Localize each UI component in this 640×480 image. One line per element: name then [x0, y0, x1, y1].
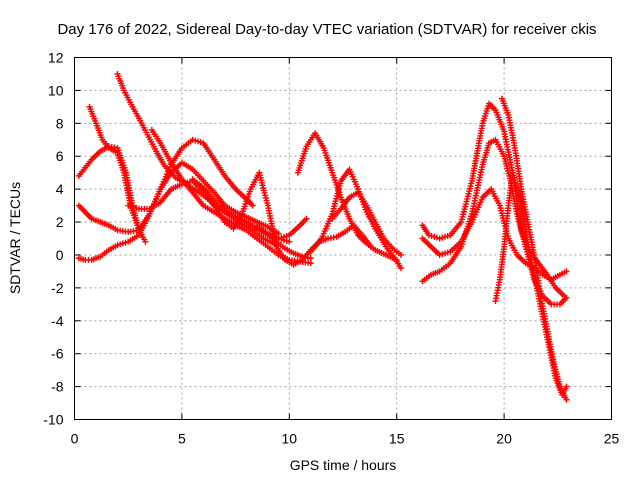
data-point — [249, 202, 256, 209]
data-point — [563, 396, 570, 403]
y-axis-label: SDTVAR / TECUs — [7, 182, 23, 294]
series-track-a — [75, 143, 142, 234]
data-points — [75, 70, 570, 403]
x-tick-label: 20 — [496, 431, 512, 447]
series-track-b — [86, 103, 149, 245]
y-tick-label: 8 — [56, 115, 64, 131]
y-tick-label: -6 — [51, 346, 64, 362]
x-axis-label: GPS time / hours — [290, 457, 397, 473]
data-point — [563, 383, 570, 390]
y-tick-label: -10 — [43, 412, 63, 428]
y-tick-label: 6 — [56, 148, 64, 164]
series-track-m — [329, 189, 404, 258]
y-tick-label: -2 — [51, 280, 64, 296]
x-tick-label: 0 — [71, 431, 79, 447]
data-point — [142, 238, 149, 245]
y-tick-label: -8 — [51, 379, 64, 395]
y-tick-label: 2 — [56, 214, 64, 230]
series-track-h — [189, 176, 314, 262]
x-tick-label: 10 — [282, 431, 298, 447]
x-tick-label: 25 — [604, 431, 620, 447]
series-track-r — [498, 95, 570, 403]
chart-title: Day 176 of 2022, Sidereal Day-to-day VTE… — [57, 21, 596, 38]
data-point — [563, 268, 570, 275]
series-track-j — [254, 215, 310, 242]
plot-frame — [74, 57, 612, 420]
y-tick-label: 0 — [56, 247, 64, 263]
y-tick-label: 10 — [48, 82, 64, 98]
series-track-o — [419, 136, 570, 308]
data-point — [563, 294, 570, 301]
x-tick-label: 15 — [389, 431, 405, 447]
y-tick-label: 12 — [48, 50, 64, 66]
x-tick-label: 5 — [178, 431, 186, 447]
data-point — [307, 255, 314, 262]
data-point — [286, 238, 293, 245]
y-tick-label: -4 — [51, 313, 64, 329]
axis-ticks: 0 5 10 15 20 25 -10 -8 -6 -4 -2 0 2 4 6 8 10 12 — [43, 50, 619, 447]
data-point — [397, 265, 404, 272]
data-point — [303, 215, 310, 222]
y-tick-label: 4 — [56, 181, 64, 197]
data-point — [397, 251, 404, 258]
